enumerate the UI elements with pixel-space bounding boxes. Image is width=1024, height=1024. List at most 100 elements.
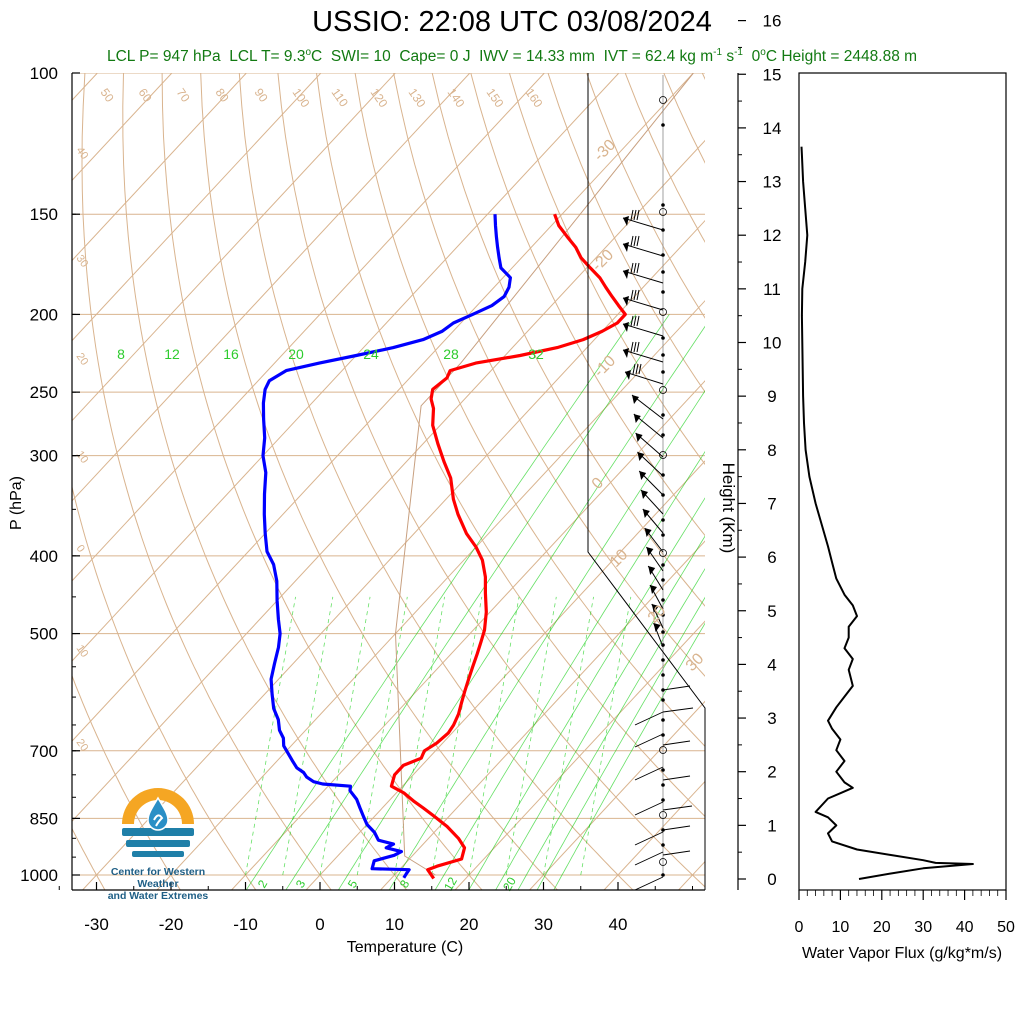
wind-barb-staff	[634, 711, 664, 726]
wind-barb-feather	[630, 315, 634, 327]
height-tick-label: 16	[763, 12, 782, 31]
moist-adiabat-line	[356, 596, 408, 876]
flux-frame	[798, 72, 1007, 891]
dry-adiabat-side-label: 0	[74, 543, 87, 555]
lcl-temperature: LCL T= 9.3oC	[229, 47, 323, 66]
calm-circle	[659, 858, 667, 866]
barb-dot	[661, 563, 665, 567]
moist-adiabat-line	[468, 596, 520, 876]
dry-adiabat-line	[354, 73, 705, 748]
barb-dot	[661, 578, 665, 582]
dry-adiabat-line	[200, 73, 559, 890]
wind-barb-feather	[630, 262, 634, 274]
dry-adiabat-label: 140	[445, 86, 468, 111]
mixing-ratio-label: 32	[528, 346, 544, 362]
wind-barb-feather	[633, 315, 637, 327]
height-axis-label: Height (Km)	[719, 463, 738, 554]
logo-swirl-icon	[153, 814, 164, 827]
temperature-tick-label: 30	[534, 915, 553, 934]
barb-dot	[661, 598, 665, 602]
iwv-value: IWV = 14.33 mm	[479, 48, 595, 66]
ivt-value: IVT = 62.4 kg m-1 s-1	[603, 47, 743, 66]
wind-barb-flag	[646, 547, 654, 556]
dry-adiabat-line	[81, 73, 332, 890]
wind-barb-staff	[634, 801, 664, 816]
x-axis-label: Temperature (C)	[347, 939, 463, 956]
height-tick-label: 14	[763, 119, 782, 138]
wind-barb-flag	[625, 370, 631, 380]
wind-barb-flag	[639, 471, 647, 480]
wind-barb-feather	[630, 341, 634, 353]
mixing-ratio-label: 8	[117, 346, 125, 362]
temperature-tick-label: 40	[609, 915, 628, 934]
dewpoint-profile-line	[261, 214, 512, 879]
dry-adiabat-line	[238, 73, 634, 890]
logo-caption: Center for Western Weather and Water Ext…	[92, 866, 224, 902]
dry-adiabat-label: 120	[368, 86, 391, 111]
barb-dot	[661, 290, 665, 294]
wind-barb-staff	[634, 876, 664, 891]
mixing-ratio-line	[468, 497, 705, 890]
height-tick-label: 8	[767, 441, 776, 460]
wind-barb-flag	[653, 623, 661, 632]
swi-value: SWI= 10	[330, 48, 391, 66]
temperature-tick-label: 20	[460, 915, 479, 934]
dry-adiabat-label: 160	[523, 86, 546, 111]
logo-line-2: and Water Extremes	[107, 890, 209, 902]
isotherm-line	[379, 540, 705, 890]
mixing-ratio-line	[337, 325, 705, 890]
mixing-ratio-line	[434, 450, 705, 890]
flux-tick-label: 0	[795, 919, 804, 936]
logo-drop-icon	[147, 796, 169, 831]
height-tick-label: 11	[763, 280, 781, 299]
mixing-ratio-bottom-label: 2	[255, 877, 271, 890]
isotherm-line	[81, 219, 705, 890]
calm-circle	[659, 451, 667, 459]
isotherm-line	[528, 700, 705, 890]
mixing-ratio-label: 16	[223, 346, 239, 362]
barb-dot	[661, 613, 665, 617]
mixing-ratio-label: 28	[443, 346, 459, 362]
wind-barb-flag	[633, 414, 641, 423]
dry-adiabat-label: 130	[406, 86, 429, 111]
isotherm-label: 30	[683, 650, 708, 675]
wind-barb-flag	[623, 296, 629, 306]
dry-adiabat-side-label: 40	[74, 145, 91, 162]
height-tick-label: 6	[767, 548, 776, 567]
dry-adiabat-line	[72, 484, 257, 890]
pressure-tick-label: 850	[30, 809, 58, 828]
dry-adiabat-side-label: 20	[74, 351, 91, 368]
height-tick-label: 3	[767, 709, 776, 728]
isotherm-line	[454, 620, 705, 890]
wind-barb-flag	[623, 242, 629, 252]
wind-barb-flag	[623, 216, 629, 226]
wind-barb-flag	[632, 395, 639, 404]
parcel-path-line	[394, 73, 694, 876]
wind-barb-feather	[662, 775, 691, 781]
isotherm-line	[72, 73, 247, 262]
height-tick-label: 0	[767, 870, 776, 889]
height-tick-label: 7	[767, 494, 776, 513]
height-tick-label: 1	[767, 816, 776, 835]
logo-water-band	[122, 828, 194, 836]
wind-barb-feather	[662, 805, 693, 811]
wind-barb-feather	[662, 740, 691, 746]
barb-dot	[661, 518, 665, 522]
wind-barb-feather	[636, 262, 640, 274]
dry-adiabat-line	[72, 827, 106, 890]
dry-adiabat-label: 50	[98, 86, 117, 105]
isotherm-line	[72, 73, 471, 502]
wind-barb-feather	[630, 289, 634, 301]
dry-adiabat-label: 60	[136, 86, 155, 105]
barb-dot	[661, 718, 665, 722]
dry-adiabat-line	[277, 73, 705, 888]
wind-barb-feather	[662, 850, 691, 856]
wind-barb-feather	[636, 209, 640, 221]
pressure-tick-label: 150	[30, 205, 58, 224]
flux-axis-label: Water Vapor Flux (g/kg*m/s)	[802, 945, 1002, 962]
wind-barb-flag	[644, 528, 652, 537]
dry-adiabat-label: 90	[252, 86, 271, 105]
temperature-profile-line	[389, 213, 627, 880]
height-tick-label: 4	[767, 655, 776, 674]
